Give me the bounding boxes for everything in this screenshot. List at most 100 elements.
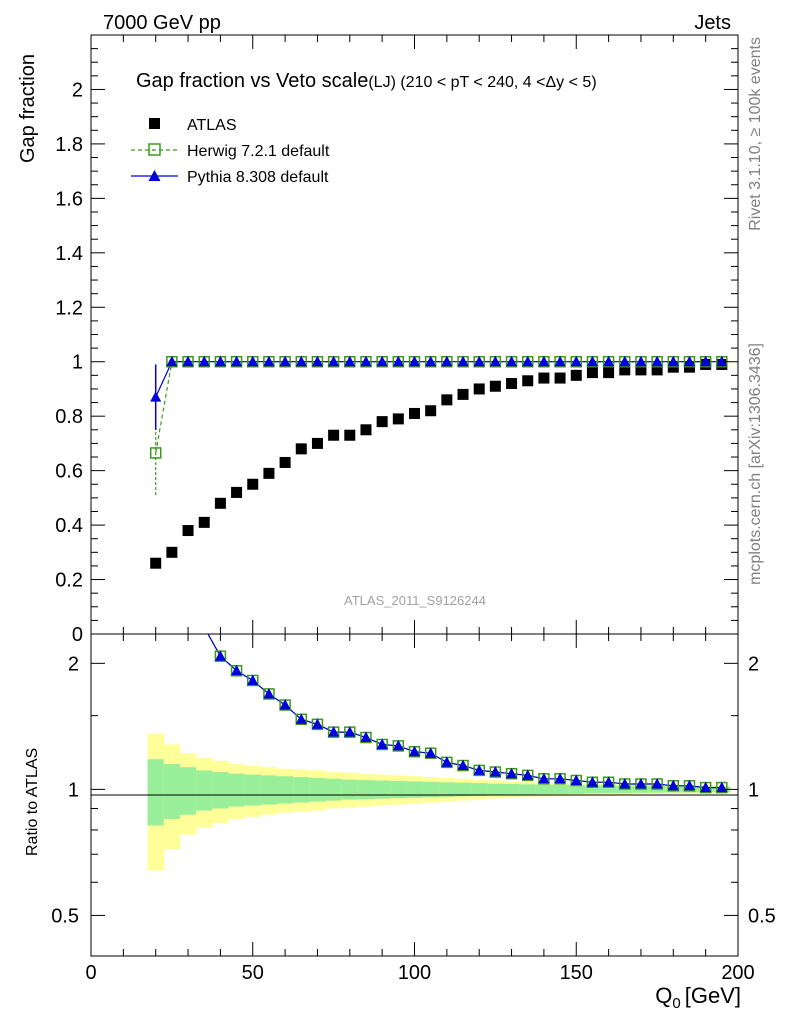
ratio-pythia-point <box>376 738 388 749</box>
ratio-y-tick-label-left: 1 <box>68 779 79 801</box>
ratio-band-inner <box>535 784 553 795</box>
pythia-point <box>392 355 404 367</box>
x-axis-title: Q0 [GeV] <box>655 983 741 1012</box>
ratio-pythia-point <box>263 687 275 699</box>
main-y-axis-title: Gap fraction <box>17 54 39 163</box>
main-y-tick-label: 1.2 <box>55 297 83 319</box>
atlas-point <box>554 372 566 384</box>
x-axis-title-unit: [GeV] <box>685 983 741 1008</box>
ratio-band-inner <box>406 781 424 798</box>
legend-herwig-label: Herwig 7.2.1 default <box>187 143 330 160</box>
ratio-pythia-point <box>457 759 469 771</box>
atlas-point <box>198 516 210 528</box>
ratio-pythia-point <box>392 739 404 751</box>
legend-herwig-marker <box>148 143 161 156</box>
atlas-point <box>279 456 291 468</box>
pythia-point <box>409 355 420 367</box>
ratio-pythia-point <box>506 767 518 779</box>
ratio-pythia-point <box>651 777 663 789</box>
ratio-y-tick-label-right: 0.5 <box>748 905 776 927</box>
main-y-tick-label: 0.2 <box>55 570 83 592</box>
x-tick-label: 100 <box>398 962 431 984</box>
mcplots-label: mcplots.cern.ch [arXiv:1306.3436] <box>747 343 764 585</box>
ratio-band-inner <box>584 785 602 794</box>
pythia-point <box>538 355 550 367</box>
main-y-tick-label: 1.6 <box>55 188 83 210</box>
atlas-point <box>619 364 631 376</box>
pythia-point <box>473 355 485 367</box>
main-series-layer <box>149 355 728 569</box>
atlas-point <box>522 375 534 387</box>
ratio-band-inner <box>471 783 488 796</box>
ratio-pythia-point <box>586 776 598 787</box>
ratio-pythia-point <box>619 777 631 789</box>
legend-atlas-marker <box>149 118 160 129</box>
ratio-band-inner <box>244 774 262 806</box>
pythia-point <box>198 355 210 367</box>
pythia-point <box>150 391 162 402</box>
atlas-point <box>489 380 501 392</box>
ratio-band-inner <box>551 784 569 794</box>
ratio-herwig-point <box>199 622 209 632</box>
pythia-point <box>425 355 437 367</box>
atlas-point <box>570 369 582 381</box>
ratio-band-inner <box>600 785 618 794</box>
main-y-tick-label: 0.6 <box>55 461 83 483</box>
ratio-band-inner <box>179 767 197 815</box>
legend: ATLAS Herwig 7.2.1 default Pythia 8.308 … <box>131 117 330 186</box>
atlas-point <box>150 557 162 569</box>
ratio-band-inner <box>309 777 327 802</box>
ratio-y-axis-title: Ratio to ATLAS <box>24 748 41 856</box>
pythia-point <box>279 355 291 367</box>
ratio-band-inner <box>147 759 165 826</box>
pythia-point <box>247 355 259 367</box>
atlas-point <box>263 467 275 479</box>
pythia-point <box>441 355 453 367</box>
legend-pythia-marker <box>148 170 161 181</box>
ratio-pythia-point <box>247 674 259 685</box>
ratio-pythia-point <box>441 756 453 767</box>
ratio-pythia-point <box>214 650 226 661</box>
ratio-band-inner <box>196 770 213 811</box>
atlas-point <box>538 372 550 384</box>
atlas-point <box>360 424 372 436</box>
ratio-pythia-point <box>603 776 615 787</box>
main-y-tick-label: 0.4 <box>55 515 83 537</box>
atlas-point <box>425 405 437 417</box>
ratio-pythia-point <box>360 731 372 743</box>
main-y-tick-label: 1.4 <box>55 243 83 265</box>
process-label: Jets <box>694 12 731 34</box>
ratio-y-tick-label-left: 2 <box>68 653 79 675</box>
ratio-pythia-point <box>700 781 712 793</box>
pythia-point <box>522 355 534 367</box>
ratio-pythia-point <box>554 772 566 784</box>
atlas-point <box>182 525 194 537</box>
axes-layer: 0 0.2 0.4 0.6 0.8 1 1.2 1.4 1.6 1.8 2 0 50 100 150 200 0… <box>51 35 776 984</box>
ratio-pythia-point <box>311 718 323 729</box>
ratio-band-inner <box>519 784 537 795</box>
pythia-point <box>457 355 469 367</box>
atlas-point <box>651 364 663 376</box>
rivet-label: Rivet 3.1.10, ≥ 100k events <box>747 37 764 231</box>
atlas-point <box>603 367 615 379</box>
pythia-point <box>716 355 728 367</box>
ratio-herwig-point <box>167 566 177 576</box>
ratio-band-inner <box>568 785 585 794</box>
pythia-point <box>651 355 663 367</box>
ratio-pythia-point <box>199 621 210 632</box>
ratio-pythia-point <box>409 745 420 757</box>
ratio-pythia-point <box>183 608 194 619</box>
pythia-point <box>360 355 372 367</box>
pythia-point <box>263 355 275 367</box>
ratio-band-inner <box>503 783 521 795</box>
ratio-band-inner <box>277 776 294 804</box>
atlas-point <box>311 437 323 449</box>
ratio-band-inner <box>260 775 278 805</box>
atlas-point <box>328 429 340 441</box>
x-tick-label: 150 <box>560 962 593 984</box>
atlas-point <box>441 394 453 406</box>
atlas-point <box>376 416 388 428</box>
ratio-herwig-point <box>151 613 161 623</box>
atlas-point <box>457 388 469 400</box>
